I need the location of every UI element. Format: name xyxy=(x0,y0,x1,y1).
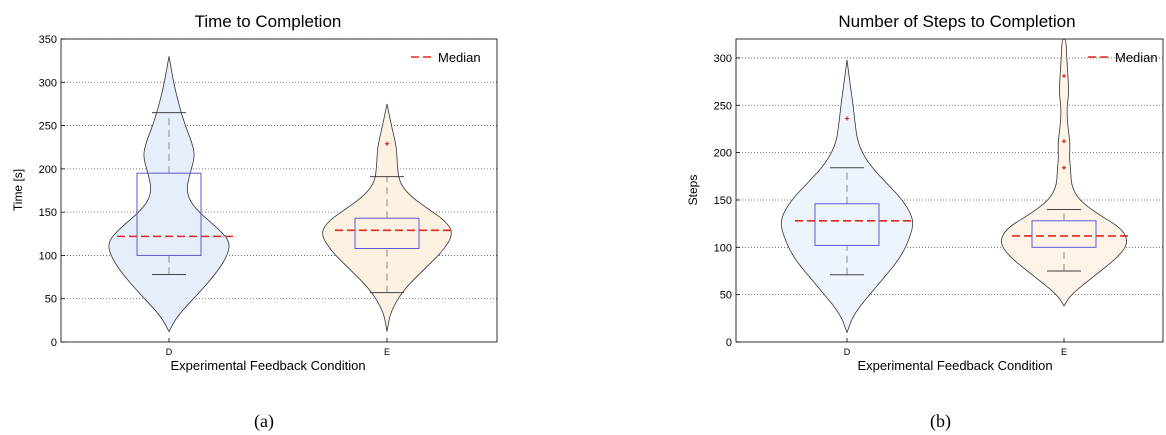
chart-b-y-tick-label: 200 xyxy=(714,148,732,160)
chart-b-y-tick-label: 250 xyxy=(714,100,732,112)
chart-a-plot-frame xyxy=(60,38,498,343)
chart-b-panel-label: (b) xyxy=(930,411,951,431)
chart-a-y-tick-label: 300 xyxy=(39,77,57,89)
chart-b-outlier-E xyxy=(1062,139,1066,144)
chart-a-y-tick-label: 150 xyxy=(39,207,57,219)
chart-a-y-tick-label: 100 xyxy=(39,250,57,262)
chart-b-iqr-box-D xyxy=(814,203,880,246)
chart-b-axes: 0 50 100 150 200 250 300 D E xyxy=(714,38,1164,357)
chart-b-violin-D xyxy=(780,59,914,334)
chart-b: Number of Steps to Completion Steps Expe… xyxy=(686,12,1164,373)
chart-b-y-tick-label: 50 xyxy=(720,290,732,302)
chart-a-iqr-box-D xyxy=(136,172,202,256)
chart-a-y-tick-label: 0 xyxy=(51,337,57,349)
chart-b-y-tick-label: 0 xyxy=(726,337,732,349)
chart-b-y-tick-label: 150 xyxy=(714,195,732,207)
chart-b-x-tick-label: E xyxy=(1061,347,1067,357)
chart-a-violin-D xyxy=(108,56,230,333)
chart-a-violins xyxy=(108,56,453,333)
chart-a-legend-label: Median xyxy=(438,50,481,65)
chart-b-y-axis-label: Steps xyxy=(686,175,700,206)
chart-b-title: Number of Steps to Completion xyxy=(838,12,1075,31)
chart-b-iqr-box-E xyxy=(1031,220,1097,248)
chart-a-legend: Median xyxy=(411,50,481,65)
chart-a-axes: 0 50 100 150 200 250 300 350 D E xyxy=(39,34,498,357)
chart-a: Time to Completion Time [s] Experimental… xyxy=(11,12,498,373)
chart-a-y-tick-label: 350 xyxy=(39,34,57,46)
chart-b-outlier-E xyxy=(1062,165,1066,170)
chart-a-x-tick-label: E xyxy=(384,347,390,357)
chart-b-violin-E xyxy=(1001,38,1127,307)
chart-a-title: Time to Completion xyxy=(195,12,342,31)
chart-a-y-tick-label: 250 xyxy=(39,121,57,133)
chart-b-y-tick-label: 300 xyxy=(714,53,732,65)
chart-a-outlier-E xyxy=(385,141,389,146)
chart-a-x-axis-label: Experimental Feedback Condition xyxy=(170,358,365,373)
chart-b-y-tick-label: 100 xyxy=(714,242,732,254)
chart-a-y-tick-label: 50 xyxy=(45,294,57,306)
chart-a-iqr-box-E xyxy=(354,217,420,250)
chart-b-outlier-D xyxy=(845,116,849,121)
chart-b-x-axis-label: Experimental Feedback Condition xyxy=(857,358,1052,373)
chart-a-x-tick-label: D xyxy=(166,347,173,357)
chart-b-grid xyxy=(736,57,1163,296)
chart-b-plot-frame xyxy=(735,38,1164,343)
chart-b-legend: Median xyxy=(1088,50,1158,65)
chart-b-outlier-E xyxy=(1062,73,1066,78)
chart-b-violins xyxy=(780,38,1130,334)
chart-a-y-tick-label: 200 xyxy=(39,164,57,176)
chart-b-x-tick-label: D xyxy=(844,347,851,357)
chart-a-panel-label: (a) xyxy=(254,411,274,431)
chart-b-legend-label: Median xyxy=(1115,50,1158,65)
chart-a-y-axis-label: Time [s] xyxy=(11,169,25,211)
